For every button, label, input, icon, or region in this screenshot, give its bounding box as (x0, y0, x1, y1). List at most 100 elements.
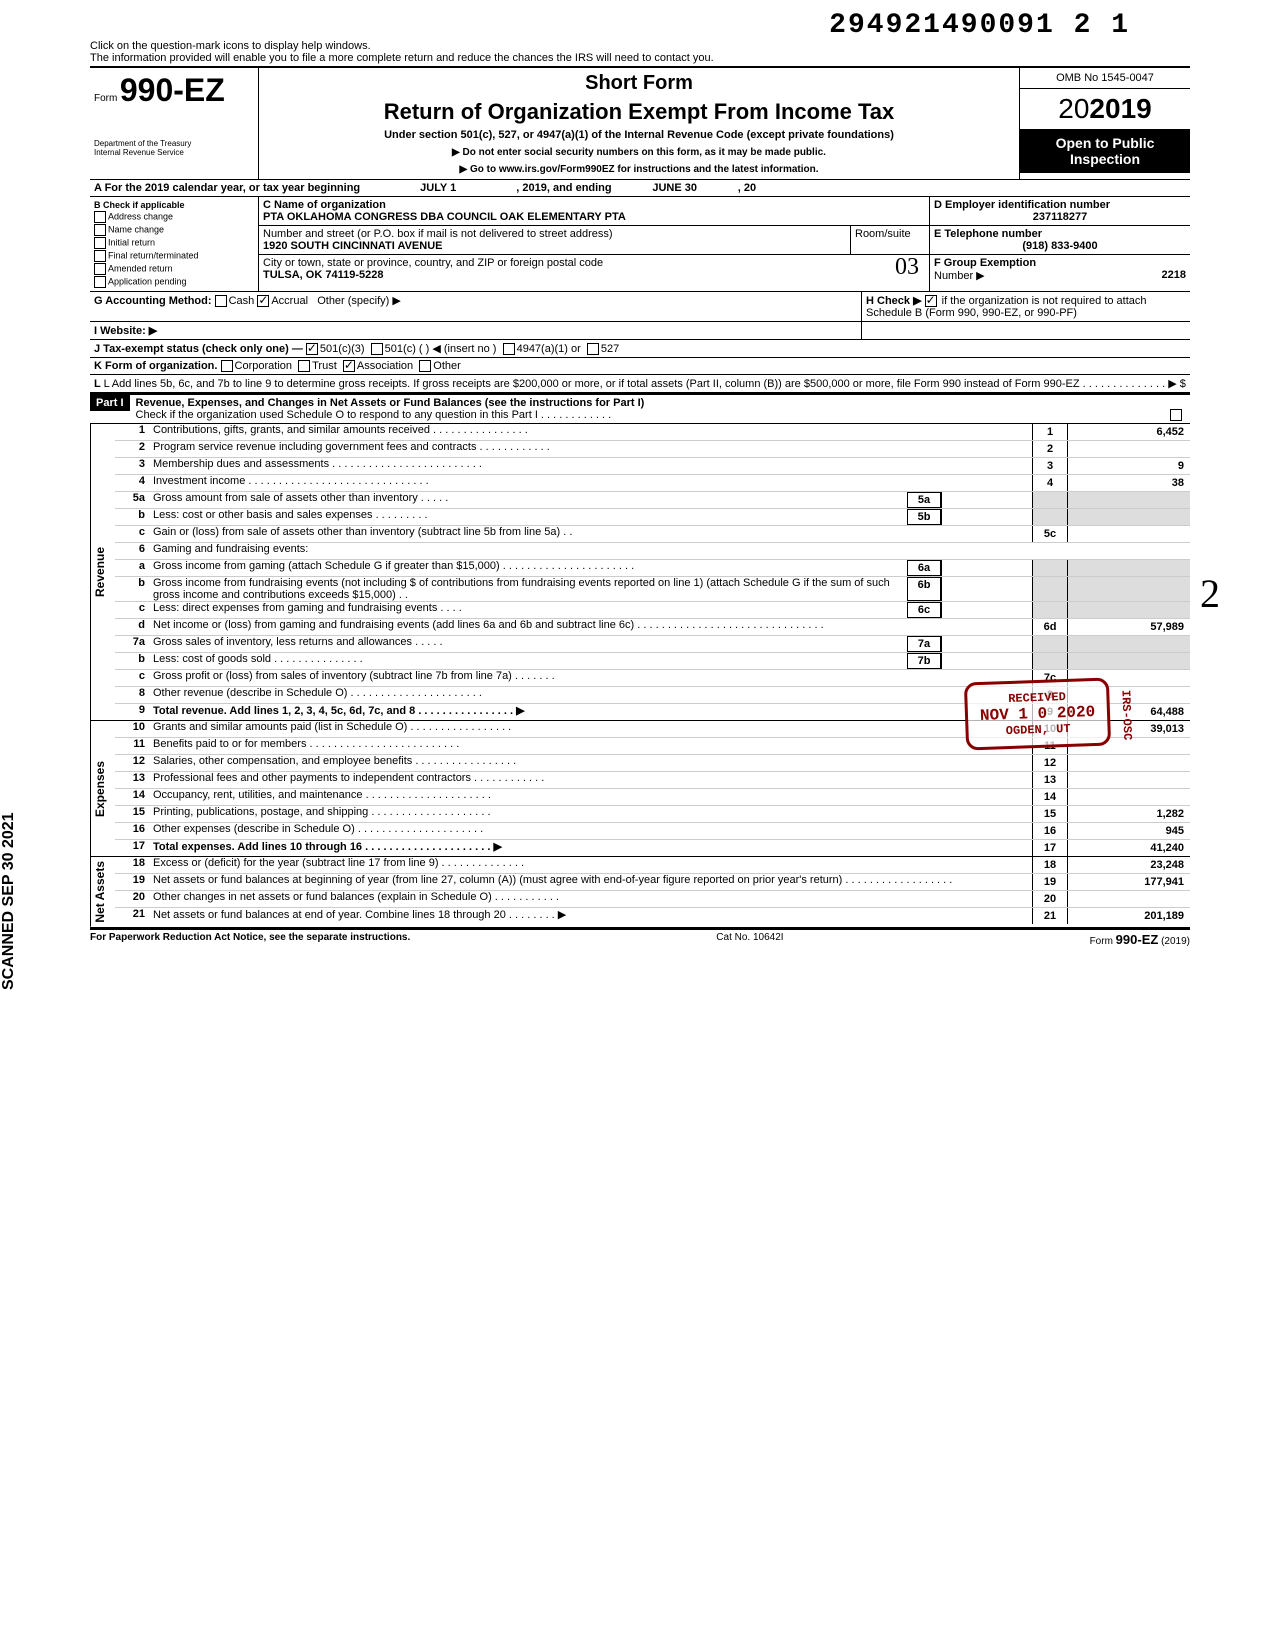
line-row-16: 16Other expenses (describe in Schedule O… (115, 823, 1190, 840)
grey (1068, 653, 1190, 669)
netassets-section: Net Assets 18Excess or (deficit) for the… (90, 856, 1190, 929)
website-row: I Website: ▶ (90, 322, 1190, 340)
j-label: J Tax-exempt status (check only one) — (94, 343, 303, 355)
part-i-check-text: Check if the organization used Schedule … (136, 409, 612, 421)
line-row-17: 17Total expenses. Add lines 10 through 1… (115, 840, 1190, 856)
amount-value: 23,248 (1068, 857, 1190, 873)
scanned-stamp: SCANNED SEP 30 2021 (0, 812, 18, 990)
line-desc: Net assets or fund balances at beginning… (153, 874, 1032, 890)
line-num: b (115, 509, 153, 525)
line-row-c: cLess: direct expenses from gaming and f… (115, 602, 1190, 619)
line-num: 13 (115, 772, 153, 788)
period-begin: JULY 1 (363, 182, 513, 194)
line-num: c (115, 526, 153, 542)
expenses-side-label: Expenses (90, 721, 115, 856)
line-row-6: 6Gaming and fundraising events: (115, 543, 1190, 560)
amount-box-num: 3 (1032, 458, 1068, 474)
inline-box: 6c (907, 602, 941, 618)
check-amended[interactable] (94, 263, 106, 275)
amount-value: 57,989 (1068, 619, 1190, 635)
amount-box-num: 19 (1032, 874, 1068, 890)
check-address-label: Address change (108, 211, 173, 221)
amount-value (1068, 789, 1190, 805)
tax-status-row: J Tax-exempt status (check only one) — 5… (90, 340, 1190, 358)
received-stamp: RECEIVED NOV 1 0 2020 OGDEN, UT IRS-OSC (964, 677, 1112, 750)
j-501c3-checkbox[interactable] (306, 343, 318, 355)
line-num: 10 (115, 721, 153, 737)
line-num: 4 (115, 475, 153, 491)
footer-left: For Paperwork Reduction Act Notice, see … (90, 932, 410, 947)
line-desc: Gross sales of inventory, less returns a… (153, 636, 907, 652)
line-row-c: cGain or (loss) from sale of assets othe… (115, 526, 1190, 543)
line-row-18: 18Excess or (deficit) for the year (subt… (115, 857, 1190, 874)
inline-box: 6b (907, 577, 941, 601)
line-row-19: 19Net assets or fund balances at beginni… (115, 874, 1190, 891)
j-4947-checkbox[interactable] (503, 343, 515, 355)
help-text: Click on the question-mark icons to disp… (90, 40, 1190, 68)
check-pending[interactable] (94, 276, 106, 288)
ssn-warning: ▶ Do not enter social security numbers o… (263, 147, 1015, 158)
line-num: b (115, 653, 153, 669)
check-address[interactable] (94, 211, 106, 223)
handwritten-2: 2 (1200, 570, 1220, 617)
line-desc: Excess or (deficit) for the year (subtra… (153, 857, 1032, 873)
part-i-checkbox[interactable] (1170, 409, 1182, 421)
line-row-b: bLess: cost of goods sold . . . . . . . … (115, 653, 1190, 670)
cash-checkbox[interactable] (215, 295, 227, 307)
grey (1068, 602, 1190, 618)
check-final[interactable] (94, 250, 106, 262)
grey (1068, 577, 1190, 601)
inline-box: 5a (907, 492, 941, 508)
amount-value (1068, 441, 1190, 457)
revenue-lines: 1Contributions, gifts, grants, and simil… (115, 424, 1190, 720)
k-other-label: Other (433, 360, 461, 372)
line-num: 6 (115, 543, 153, 559)
open-public-line1: Open to Public (1056, 135, 1155, 151)
k-other-checkbox[interactable] (419, 360, 431, 372)
h-checkbox[interactable] (925, 295, 937, 307)
header-right: OMB No 1545-0047 202019 Open to Public I… (1019, 68, 1190, 179)
amount-box-num: 18 (1032, 857, 1068, 873)
line-row-13: 13Professional fees and other payments t… (115, 772, 1190, 789)
short-form-title: Short Form (263, 72, 1015, 95)
amount-value: 9 (1068, 458, 1190, 474)
j-4947-label: 4947(a)(1) or (517, 343, 581, 355)
form-page: 294921490091 2 1 SCANNED SEP 30 2021 Cli… (90, 40, 1190, 947)
line-num: 14 (115, 789, 153, 805)
amount-value: 38 (1068, 475, 1190, 491)
check-name[interactable] (94, 224, 106, 236)
check-final-label: Final return/terminated (108, 250, 199, 260)
k-trust-label: Trust (312, 360, 337, 372)
k-trust-checkbox[interactable] (298, 360, 310, 372)
inline-amount (941, 636, 1032, 652)
h-check-label: H Check ▶ (866, 295, 922, 307)
j-527-label: 527 (601, 343, 619, 355)
inline-box: 7b (907, 653, 941, 669)
line-desc: Net assets or fund balances at end of ye… (153, 908, 1032, 924)
other-specify-label: Other (specify) ▶ (317, 295, 401, 307)
grey (1068, 636, 1190, 652)
k-corp-label: Corporation (235, 360, 292, 372)
line-desc: Benefits paid to or for members . . . . … (153, 738, 1032, 754)
line-desc: Other revenue (describe in Schedule O) .… (153, 687, 1032, 703)
check-initial[interactable] (94, 237, 106, 249)
open-public-line2: Inspection (1070, 151, 1140, 167)
year-value: 2019 (1089, 93, 1151, 124)
line-desc: Professional fees and other payments to … (153, 772, 1032, 788)
line-desc: Total revenue. Add lines 1, 2, 3, 4, 5c,… (153, 704, 1032, 720)
amount-box-num: 15 (1032, 806, 1068, 822)
k-assoc-checkbox[interactable] (343, 360, 355, 372)
accrual-checkbox[interactable] (257, 295, 269, 307)
cash-label: Cash (229, 295, 255, 307)
sub-title: Under section 501(c), 527, or 4947(a)(1)… (263, 129, 1015, 141)
inline-box: 6a (907, 560, 941, 576)
line-num: 8 (115, 687, 153, 703)
grey (1032, 636, 1068, 652)
netassets-side-label: Net Assets (90, 857, 115, 927)
omb-number: OMB No 1545-0047 (1020, 68, 1190, 89)
j-527-checkbox[interactable] (587, 343, 599, 355)
j-501c-checkbox[interactable] (371, 343, 383, 355)
line-desc: Gain or (loss) from sale of assets other… (153, 526, 1032, 542)
k-corp-checkbox[interactable] (221, 360, 233, 372)
inline-amount (941, 492, 1032, 508)
